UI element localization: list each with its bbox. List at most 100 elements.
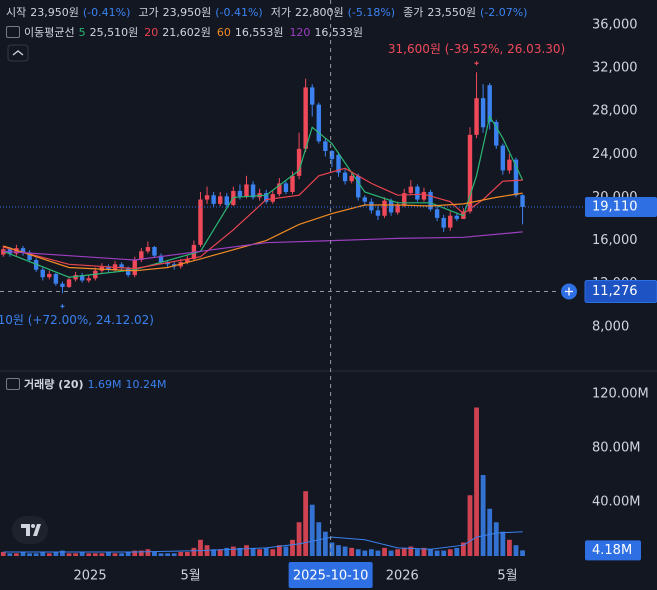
add-alert-button[interactable] bbox=[561, 283, 577, 300]
volume-bar bbox=[53, 551, 59, 556]
volume-bar bbox=[46, 553, 52, 556]
high-marker bbox=[474, 61, 479, 66]
candle-body bbox=[362, 197, 368, 202]
volume-bar bbox=[230, 546, 236, 556]
candle-body bbox=[204, 195, 210, 200]
volume-bar bbox=[322, 531, 328, 556]
candle-body bbox=[198, 199, 203, 245]
candle-body bbox=[375, 210, 381, 216]
volume-bar bbox=[500, 531, 506, 556]
volume-bar bbox=[224, 547, 230, 556]
volume-bar bbox=[60, 550, 65, 556]
volume-bar bbox=[467, 495, 473, 556]
candle-body bbox=[270, 194, 275, 202]
ohlc-value: 23,550원 bbox=[427, 6, 476, 19]
volume-bar bbox=[145, 549, 151, 556]
volume-bar bbox=[421, 547, 427, 556]
last-price-tag bbox=[585, 197, 657, 218]
volume-bar bbox=[493, 522, 499, 556]
volume-toggle-icon[interactable] bbox=[6, 378, 20, 390]
ma-toggle-icon[interactable] bbox=[6, 26, 20, 38]
candle-body bbox=[408, 186, 414, 194]
candle-body bbox=[60, 283, 65, 287]
high-note: 31,600원 (-39.52%, 26.03.30) bbox=[388, 42, 565, 56]
ohlc-label: 저가 bbox=[270, 6, 291, 19]
volume-bar bbox=[395, 549, 401, 556]
candle-body bbox=[474, 98, 479, 135]
volume-bar bbox=[66, 553, 72, 556]
candle-body bbox=[250, 184, 256, 198]
volume-bar bbox=[382, 547, 387, 556]
volume-bar bbox=[79, 551, 85, 556]
volume-bar bbox=[434, 550, 440, 556]
y-tick-label: 8,000 bbox=[592, 319, 629, 334]
volume-bar bbox=[33, 553, 39, 556]
collapse-button[interactable] bbox=[7, 44, 29, 62]
candle-body bbox=[27, 252, 32, 260]
volume-bar bbox=[454, 547, 460, 556]
y-tick-label: 36,000 bbox=[592, 17, 638, 32]
ohlc-label: 시작 bbox=[6, 6, 27, 19]
ma-legend-period: 120 bbox=[289, 25, 311, 39]
candle-body bbox=[20, 248, 26, 253]
volume-bar bbox=[447, 549, 453, 556]
candle-body bbox=[342, 172, 348, 182]
ma-legend-period: 20 bbox=[144, 25, 159, 39]
candle-body bbox=[395, 204, 400, 213]
volume-bar bbox=[0, 551, 6, 556]
candle-body bbox=[132, 259, 137, 276]
candle-body bbox=[86, 278, 91, 281]
moving-average-line bbox=[3, 114, 524, 278]
candle-body bbox=[125, 267, 131, 276]
crosshair-date-label: 2025-10-10 bbox=[293, 569, 369, 584]
candle-body bbox=[224, 196, 229, 205]
volume-bar bbox=[303, 491, 309, 556]
moving-average-line bbox=[3, 231, 523, 261]
candle-body bbox=[316, 104, 321, 142]
y-tick-label: 16,000 bbox=[592, 233, 638, 248]
ohlc-value: 23,950원 bbox=[162, 6, 212, 19]
volume-bar bbox=[152, 551, 157, 556]
y-tick-label: 24,000 bbox=[592, 147, 638, 162]
volume-bar bbox=[316, 522, 322, 556]
candle-body bbox=[310, 87, 315, 105]
add-alert-plus bbox=[565, 287, 573, 296]
candle-body bbox=[53, 273, 59, 284]
ma-legend-period: 60 bbox=[216, 25, 231, 39]
volume-bar bbox=[138, 550, 144, 556]
candle-body bbox=[244, 184, 249, 197]
ohlc-change: (-2.07%) bbox=[479, 5, 528, 19]
volume-bar bbox=[428, 549, 433, 556]
ma-legend-value: 25,510원 bbox=[89, 26, 139, 39]
candle-body bbox=[290, 175, 295, 193]
volume-bar bbox=[250, 547, 256, 556]
candle-body bbox=[237, 190, 243, 197]
candle-body bbox=[329, 151, 335, 160]
candle-body bbox=[106, 266, 111, 270]
volume-bar bbox=[40, 551, 46, 556]
candle-body bbox=[296, 148, 302, 176]
volume-header: 거래량 (20) 1.69M 10.24M bbox=[6, 376, 167, 392]
volume-title: 거래량 (20) bbox=[24, 378, 84, 391]
candle-body bbox=[520, 195, 525, 208]
volume-bar bbox=[20, 551, 26, 556]
candle-body bbox=[434, 209, 440, 218]
candle-body bbox=[73, 275, 78, 280]
volume-bar bbox=[336, 545, 341, 556]
candle-body bbox=[139, 251, 144, 260]
volume-bar bbox=[309, 504, 315, 556]
volume-bar bbox=[388, 550, 394, 556]
volume-bar bbox=[191, 547, 197, 556]
candle-body bbox=[158, 255, 164, 263]
low-marker bbox=[60, 304, 65, 309]
crosshair-price-tag bbox=[584, 280, 657, 304]
candle-body bbox=[402, 193, 407, 205]
volume-bar bbox=[244, 545, 249, 556]
ohlc-change: (-0.41%) bbox=[82, 5, 131, 19]
volume-bar bbox=[329, 542, 335, 556]
candle-body bbox=[119, 264, 124, 268]
volume-bar bbox=[112, 553, 118, 556]
volume-bar bbox=[86, 553, 92, 556]
volume-legend-value: 10.24M bbox=[125, 377, 167, 391]
